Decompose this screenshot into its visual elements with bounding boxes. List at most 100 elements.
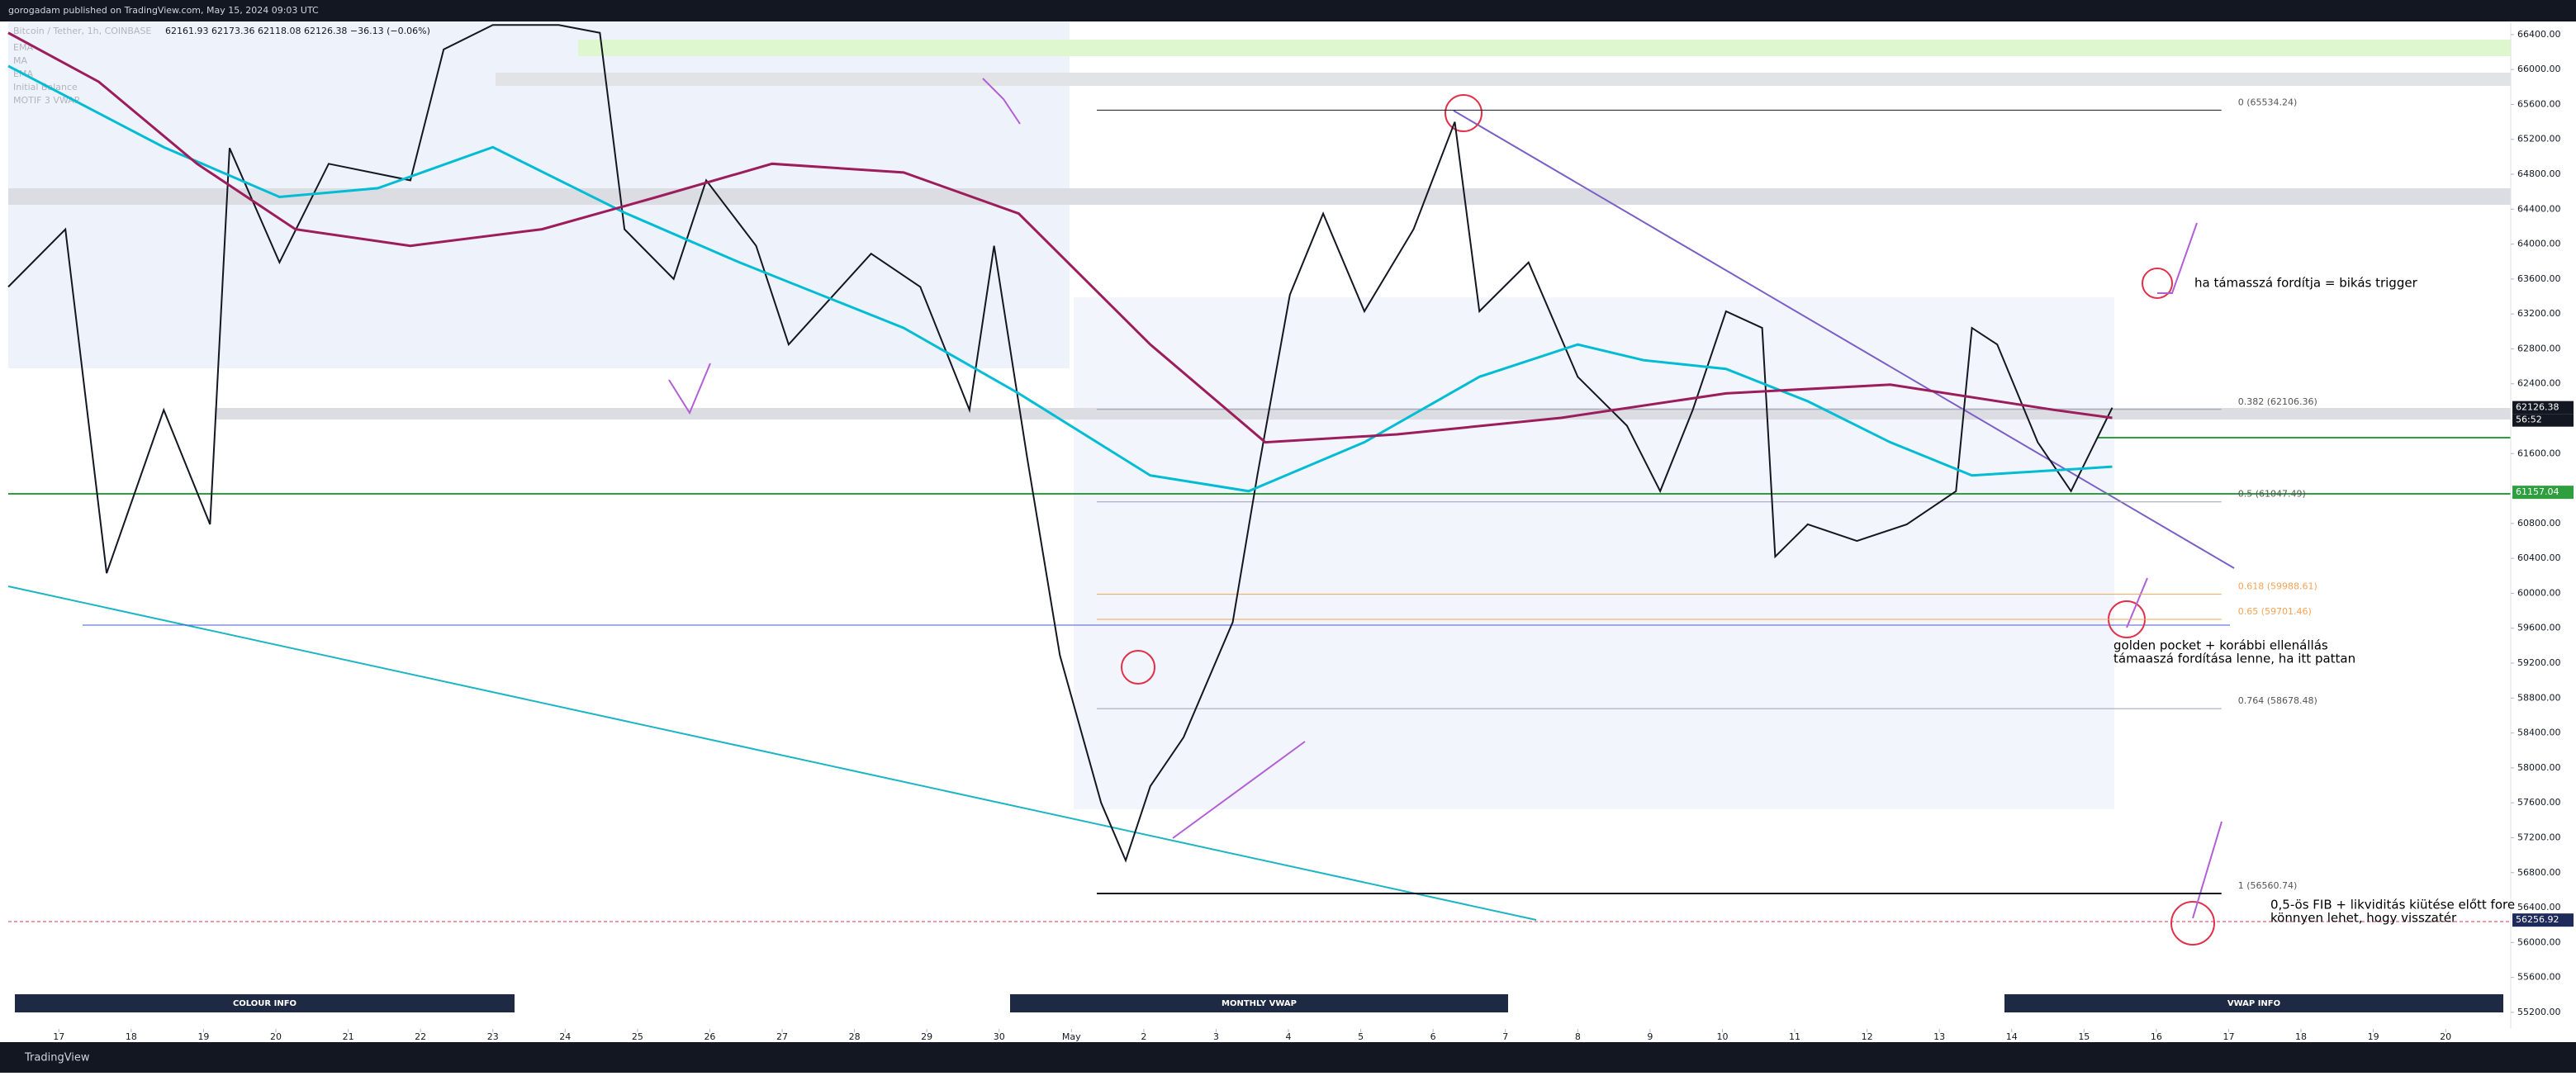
x-tick-label: 6 [1430,1031,1436,1042]
circle [2170,901,2215,946]
x-tick-label: 10 [1716,1031,1728,1042]
support-price-bg [2512,486,2574,500]
x-tick-label: 27 [776,1031,788,1042]
y-tick-label: 62400.00 [2517,378,2561,389]
last-price-bg [2512,401,2574,415]
y-tick-label: 64800.00 [2517,168,2561,179]
x-tick-label: 19 [197,1031,209,1042]
x-tick-label: 4 [1286,1031,1292,1042]
y-tick-label: 60800.00 [2517,518,2561,529]
y-tick-label: 59600.00 [2517,623,2561,633]
panel [2004,994,2503,1012]
x-tick-label: 12 [1862,1031,1873,1042]
x-tick-label: 22 [415,1031,426,1042]
panel-title: MONTHLY VWAP [1222,999,1297,1008]
y-tick-label: 56000.00 [2517,936,2561,947]
fib-label: 0.65 (59701.46) [2238,606,2312,617]
annotation: ha támasszá fordítja = bikás trigger [2194,276,2418,291]
x-tick-label: 26 [704,1031,715,1042]
footer: TradingView [24,1052,90,1064]
y-tick-label: 61600.00 [2517,448,2561,458]
fib-label: 0 (65534.24) [2238,97,2298,107]
y-tick-label: 58800.00 [2517,692,2561,703]
countdown: 56:52 [2516,415,2542,425]
annotation: 0,5-ös FIB + likviditás kiütése előtt fo… [2270,898,2515,912]
y-tick-label: 58000.00 [2517,762,2561,773]
y-tick-label: 59200.00 [2517,657,2561,668]
fib-label: 0.382 (62106.36) [2238,396,2317,407]
x-tick-label: 28 [849,1031,861,1042]
y-tick-label: 56400.00 [2517,902,2561,912]
y-tick-label: 60400.00 [2517,552,2561,563]
zone [578,40,2511,56]
price-line [7,31,2113,444]
low-price: 56256.92 [2516,914,2559,925]
x-tick-label: 15 [2078,1031,2090,1042]
y-tick-label: 57600.00 [2517,797,2561,808]
arrow [1172,741,1306,839]
x-tick-label: 20 [2440,1031,2451,1042]
header-bar [0,0,2576,21]
arrow [2192,821,2223,919]
indicator: Initial Balance [13,82,78,92]
x-tick-label: 29 [921,1031,932,1042]
x-tick-label: 25 [632,1031,643,1042]
fib-label: 0.5 (61047.49) [2238,489,2306,500]
trendline [1453,110,2235,569]
arrow [668,363,711,415]
ohlc: 62161.93 62173.36 62118.08 62126.38 −36.… [165,26,430,36]
y-tick-label: 57200.00 [2517,832,2561,842]
panel-title: COLOUR INFO [233,999,297,1008]
x-tick-label: 18 [2295,1031,2307,1042]
x-tick-label: 18 [126,1031,137,1042]
circle [1121,650,1155,685]
y-tick-label: 60000.00 [2517,587,2561,598]
arrow [2157,222,2198,294]
x-tick-label: 17 [2223,1031,2234,1042]
y-tick-label: 65600.00 [2517,98,2561,109]
x-tick-label: 9 [1647,1031,1653,1042]
annotation: könnyen lehet, hogy visszatér [2270,911,2457,926]
shade [1074,297,2114,809]
last-price: 62126.38 [2516,402,2559,413]
circle [1445,94,1483,132]
y-tick-label: 56800.00 [2517,867,2561,878]
x-tick-label: 16 [2151,1031,2162,1042]
y-tick-label: 66000.00 [2517,64,2561,74]
countdown-bg [2512,414,2574,427]
y-tick-label: 66400.00 [2517,29,2561,40]
x-tick-label: 24 [559,1031,571,1042]
x-tick-label: 5 [1358,1031,1364,1042]
x-tick-label: 19 [2368,1031,2379,1042]
x-tick-label: 13 [1933,1031,1945,1042]
y-tick-label: 58400.00 [2517,728,2561,738]
panel [1010,994,1508,1012]
price-line [7,64,2113,493]
x-tick-label: 23 [487,1031,499,1042]
x-tick-label: 11 [1789,1031,1800,1042]
y-tick-label: 63200.00 [2517,308,2561,319]
zone [8,188,2511,205]
y-tick-label: 55200.00 [2517,1007,2561,1017]
panel [15,994,515,1012]
fib-label: 0.618 (59988.61) [2238,581,2317,592]
footer-bar [0,1042,2576,1073]
x-tick-label: 14 [2006,1031,2018,1042]
symbol: Bitcoin / Tether, 1h, COINBASE [13,26,151,36]
trendline [7,585,1537,921]
zone [215,408,2511,419]
y-tick-label: 64000.00 [2517,239,2561,249]
y-tick-label: 62800.00 [2517,343,2561,353]
zone [496,73,2511,86]
header: gorogadam published on TradingView.com, … [8,5,319,16]
annotation: támaaszá fordítása lenne, ha itt pattan [2113,652,2355,666]
x-tick-label: 7 [1502,1031,1508,1042]
x-tick-label: 8 [1575,1031,1581,1042]
x-tick-label: May [1062,1031,1081,1042]
support-price: 61157.04 [2516,486,2559,497]
fib-label: 0.764 (58678.48) [2238,695,2317,706]
fib-label: 1 (56560.74) [2238,880,2298,891]
arrow [982,78,1021,125]
circle [2142,268,2173,299]
